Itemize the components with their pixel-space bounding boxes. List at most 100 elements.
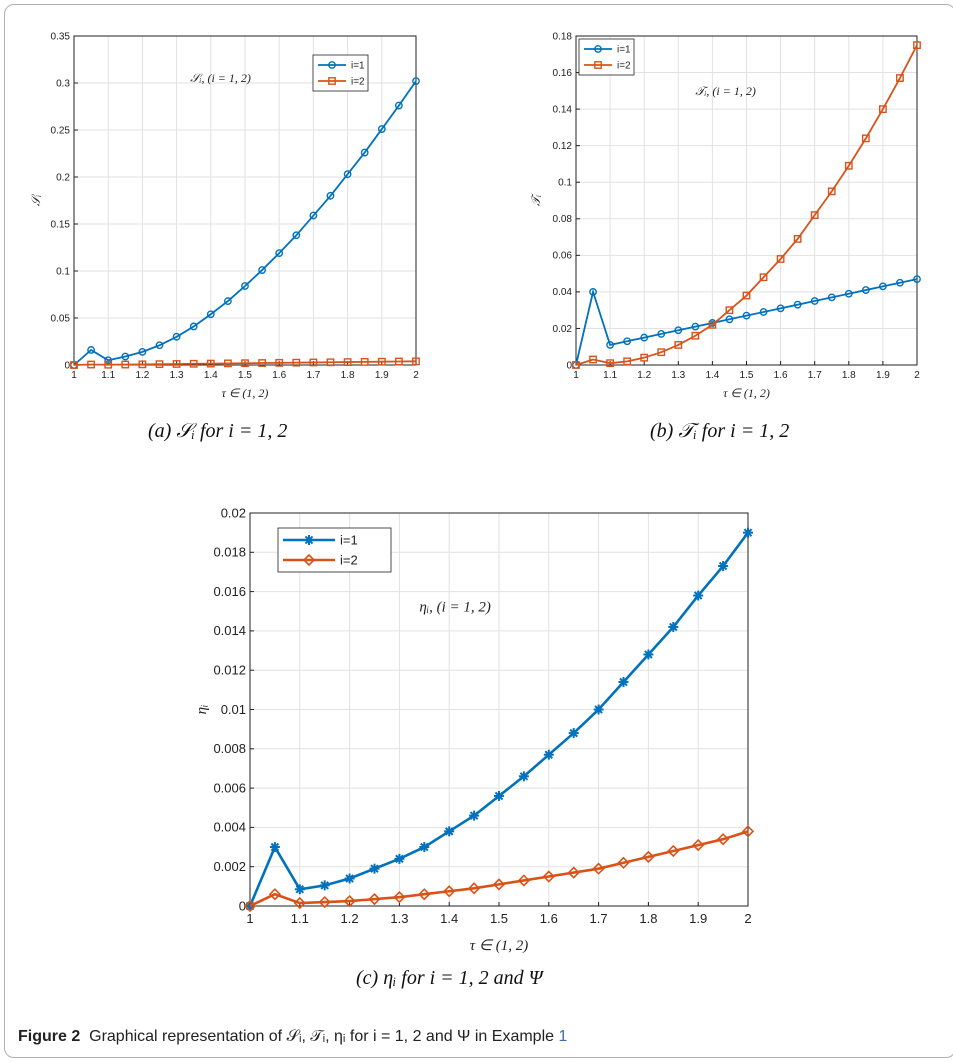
chart-b-xtick-label: 1.2 (637, 370, 651, 381)
chart-a-series-2-point (87, 360, 96, 369)
chart-a-legend: i=1i=2 (312, 54, 369, 92)
chart-b-series-1-point (793, 300, 802, 309)
chart-a-series-2-point (155, 360, 164, 369)
chart-b-series-1-point (776, 304, 785, 313)
chart-a-series-2-point (292, 358, 301, 367)
chart-a-series-1-point (155, 341, 164, 350)
chart-b-series-1-point (844, 289, 853, 298)
chart-a-ylabel: 𝒮ᵢ (29, 193, 43, 206)
chart-c-xtick-label: 1.3 (390, 911, 408, 926)
chart-c-series-2-point (243, 899, 257, 913)
chart-c-xtick-label: 1.1 (291, 911, 309, 926)
figure-caption-ref-link[interactable]: 1 (558, 1028, 568, 1045)
chart-c-series-2-point (492, 878, 506, 891)
chart-c-series-1-point (319, 880, 330, 891)
chart-a-series-2-point (172, 360, 181, 368)
chart-a-series-2-point (223, 359, 232, 368)
chart-b: 1 1.1 1.2 1.3 1.4 1.5 1.6 1.7 1.8 1.9 2 0 0.02 0.04 0.… (528, 28, 928, 408)
chart-c-series-2-point (567, 866, 580, 879)
chart-a-xtick-label: 1.3 (170, 370, 184, 381)
chart-a-ytick-label: 0.3 (56, 78, 70, 89)
chart-b-series-1-point (742, 311, 751, 320)
chart-c-xtick-label: 1.7 (590, 911, 608, 926)
chart-a-series-2-point (241, 359, 249, 368)
chart-b-legend-marker (594, 61, 602, 69)
chart-b-legend-label: i=2 (617, 60, 631, 71)
chart-a-annotation: 𝒮ᵢ, (i = 1, 2) (190, 71, 251, 85)
chart-b-ytick-label: 0.12 (553, 141, 573, 152)
chart-c-legend-marker (302, 553, 316, 567)
chart-c-series-2-point (293, 896, 306, 910)
chart-a-series-2-point (206, 359, 215, 368)
chart-b-series-1-point (674, 326, 683, 335)
figure-caption: Figure 2 Graphical representation of 𝒮ᵢ,… (18, 1028, 567, 1046)
chart-b-xlabel: τ ∈ (1, 2) (723, 386, 770, 400)
chart-a-series-1-point (292, 231, 301, 240)
chart-b-series-2-point (725, 306, 734, 315)
chart-b-xtick-label: 1.1 (603, 370, 617, 381)
chart-a-series-1-point (412, 77, 420, 86)
chart-b-xtick-label: 1.3 (671, 370, 685, 381)
chart-b-series-2-point (623, 357, 632, 366)
chart-c-series-1-point (419, 842, 430, 853)
chart-a-series-1-point (394, 101, 403, 110)
chart-c-ytick-label: 0.002 (213, 859, 246, 874)
chart-b-series-2-point (640, 353, 649, 362)
chart-a-series-2 (70, 357, 420, 369)
chart-c-xlabel: τ ∈ (1, 2) (470, 938, 528, 954)
chart-c-series-1 (245, 527, 753, 911)
chart-b-legend-box (578, 38, 635, 76)
chart-a-xtick-label: 1.6 (272, 370, 286, 381)
chart-c-series-1-point (518, 771, 529, 782)
chart-a-series-1-point (138, 347, 147, 356)
chart-b-series-1-point (623, 337, 632, 346)
chart-b-series-1-point (606, 340, 615, 349)
chart-c-xtick-label: 1.5 (490, 911, 508, 926)
chart-b-svg: 1 1.1 1.2 1.3 1.4 1.5 1.6 1.7 1.8 1.9 2 0 0.02 0.04 0.… (529, 31, 921, 400)
figure-caption-text: Graphical representation of 𝒮ᵢ, 𝒯ᵢ, ηᵢ f… (89, 1028, 555, 1045)
chart-b-series-1-point (589, 287, 597, 296)
chart-a-xtick-label: 2 (413, 370, 419, 381)
chart-a-series-1-point (343, 170, 352, 179)
chart-a-series-2-line (73, 360, 417, 366)
chart-b-ytick-label: 0.02 (553, 324, 573, 335)
chart-b-ylabel: 𝒯ᵢ (529, 193, 543, 206)
chart-c-series-2-point (443, 885, 456, 898)
figure-caption-label: Figure 2 (18, 1028, 81, 1045)
caption-c: (c) ηᵢ for i = 1, 2 and Ψ (356, 967, 543, 989)
chart-b-series-2-point (896, 74, 904, 82)
chart-b-series-2-line (575, 44, 918, 366)
chart-c-legend-box (277, 527, 392, 573)
chart-c-series-2-point (692, 838, 705, 852)
chart-a-series-1-point (377, 125, 386, 133)
chart-b-series-2-point (657, 348, 666, 357)
chart-b-xtick-label: 1.4 (705, 370, 719, 381)
chart-c-series-2-point (642, 850, 655, 864)
chart-a-series-1 (70, 77, 420, 369)
chart-b-ytick-label: 0 (566, 360, 572, 371)
chart-c-series-2-point (741, 825, 755, 838)
chart-b-ytick-label: 0.14 (553, 104, 573, 115)
chart-c-series-2 (243, 825, 755, 913)
chart-c-ytick-label: 0.004 (213, 820, 246, 835)
chart-c-series-2-point (268, 888, 282, 901)
chart-c-series-1-point (294, 884, 305, 895)
chart-b-series-2-point (776, 255, 785, 263)
chart-c-series-1-point (693, 590, 704, 601)
chart-b-series-2-point (861, 134, 870, 143)
chart-c-series-2-point (617, 856, 630, 869)
chart-a-xtick-label: 1.8 (341, 370, 355, 381)
chart-a-legend-marker (328, 61, 336, 69)
chart-a-series-2-point (395, 357, 403, 366)
chart-b-legend: i=1i=2 (578, 38, 635, 76)
chart-b-series-2-point (793, 234, 802, 243)
chart-c-legend-label: i=2 (340, 552, 358, 567)
chart-c-xtick-label: 1.9 (689, 911, 707, 926)
chart-b-ytick-label: 0.08 (553, 214, 573, 225)
chart-c-series-2-point (592, 862, 605, 875)
chart-c-ytick-label: 0.012 (213, 663, 246, 678)
chart-b-series-1-point (827, 293, 836, 302)
chart-a-series-1-point (309, 211, 318, 220)
chart-b-series-1-point (725, 315, 734, 324)
chart-b-series-2-point (708, 320, 717, 329)
